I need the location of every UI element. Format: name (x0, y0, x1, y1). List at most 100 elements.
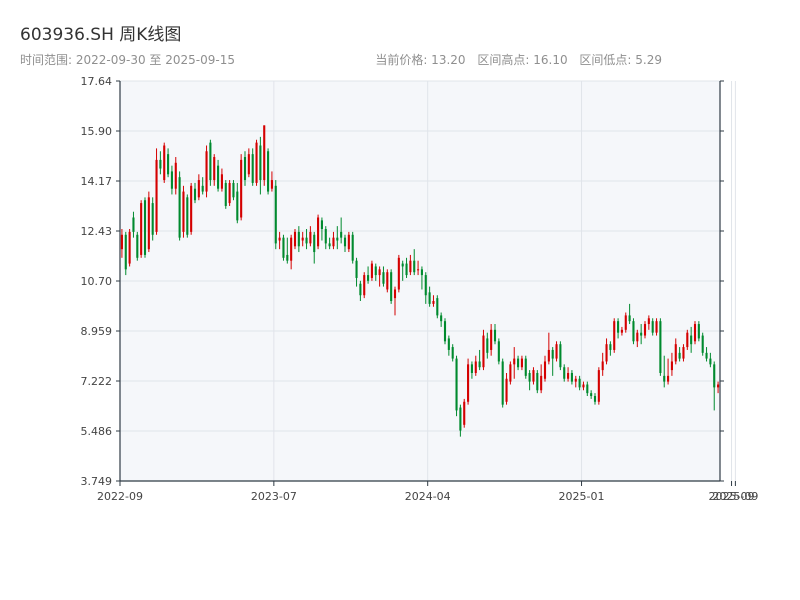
period-low-label: 区间低点: 5.29 (579, 53, 662, 67)
grid-lines (119, 80, 736, 482)
candle-body (567, 372, 570, 379)
candle (447, 335, 450, 356)
candle-body (628, 315, 631, 322)
x-tick-label: 2024-04 (405, 490, 451, 503)
candle-body (332, 237, 335, 247)
candle-body (393, 289, 397, 299)
candle-body (174, 162, 177, 189)
candle-body (517, 358, 520, 368)
candle (697, 321, 700, 342)
candle (251, 148, 254, 186)
candle (497, 338, 500, 365)
candle-body (709, 358, 712, 365)
x-tick-label: 2025-09 (709, 490, 755, 503)
candle (236, 182, 239, 224)
candle-body (463, 401, 466, 425)
x-tick-label: 2025-09 (712, 490, 758, 503)
candle (532, 367, 535, 385)
candle (290, 234, 293, 270)
candle (405, 257, 408, 278)
candle (378, 266, 381, 287)
candle-body (513, 358, 516, 365)
candle (686, 329, 689, 350)
candle-body (609, 344, 612, 350)
candle-body (324, 229, 327, 244)
candle (690, 326, 693, 353)
candle (136, 231, 139, 261)
candle (597, 367, 600, 405)
candle-body (651, 321, 654, 333)
candle (424, 272, 427, 304)
candle-body (178, 177, 181, 238)
candle-body (678, 352, 681, 359)
candle-body (528, 372, 531, 382)
candle-body (532, 370, 535, 382)
candle (428, 286, 431, 307)
candle-body (413, 260, 416, 273)
candle (217, 159, 220, 192)
candle-body (643, 324, 647, 336)
candle-body (232, 182, 235, 198)
candle (640, 324, 643, 345)
candle (170, 165, 173, 195)
candle-body (382, 272, 385, 284)
candle-body (593, 396, 597, 402)
candle-body (705, 352, 708, 359)
candle (190, 182, 193, 235)
candle (351, 231, 354, 264)
candle (717, 381, 720, 394)
candle (467, 358, 470, 405)
candle (605, 338, 608, 365)
candle-body (309, 231, 312, 244)
candle (263, 125, 266, 186)
candle-body (401, 263, 404, 267)
y-tick-label: 5.486 (81, 425, 113, 438)
candle-body (605, 344, 608, 362)
y-tick-label: 17.64 (81, 75, 113, 88)
candle-body (670, 361, 673, 371)
candle-body (663, 375, 666, 382)
candle (674, 338, 677, 365)
candle-body (482, 335, 485, 368)
candle-body (136, 234, 139, 258)
candle (436, 295, 439, 319)
candle-body (170, 171, 173, 189)
candle-body (224, 182, 227, 206)
candle (274, 180, 277, 250)
candle (286, 237, 289, 264)
candle (124, 231, 127, 276)
candle-body (636, 332, 639, 342)
candle (186, 194, 189, 238)
candle (301, 231, 304, 247)
candle (232, 180, 235, 201)
candle (393, 286, 397, 316)
x-tick-label: 2023-07 (251, 490, 297, 503)
candle-body (640, 332, 643, 336)
candle-body (143, 200, 147, 255)
candle-body (674, 344, 677, 362)
candle (278, 231, 281, 250)
candle-body (428, 292, 431, 304)
candle (193, 182, 197, 204)
candle (347, 231, 350, 253)
candle (151, 197, 154, 241)
candle-body (551, 349, 554, 359)
candle-body (697, 324, 700, 339)
candle-body (217, 165, 220, 189)
candle (443, 318, 447, 345)
candle (520, 355, 523, 371)
candle-body (359, 283, 362, 296)
candle-body (247, 154, 250, 175)
candle-body (140, 203, 143, 255)
candle-body (467, 364, 470, 402)
candle (174, 157, 177, 195)
candle-body (186, 197, 189, 235)
candle-body (520, 358, 523, 368)
candle (305, 229, 308, 250)
candle-body (647, 318, 650, 325)
candle-body (540, 375, 543, 391)
candle-body (432, 300, 435, 304)
candle-body (347, 234, 350, 250)
candle (409, 254, 412, 276)
candle-body (405, 263, 408, 276)
